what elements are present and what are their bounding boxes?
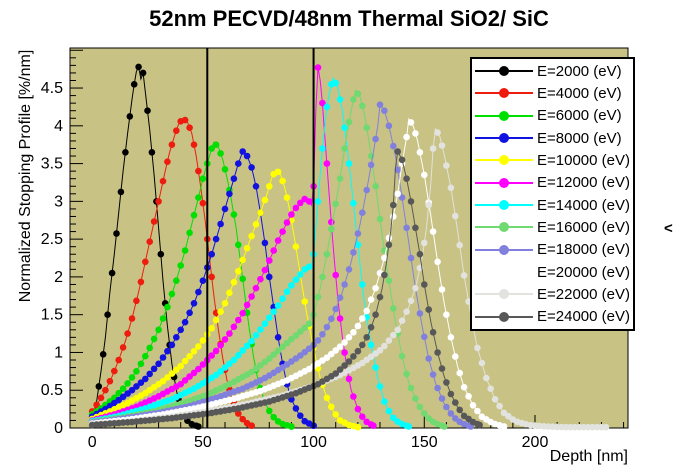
chart-title: 52nm PECVD/48nm Thermal SiO2/ SiC	[149, 6, 549, 31]
x-tick-label: 50	[194, 434, 212, 451]
y-tick-label: 0	[54, 420, 63, 437]
legend-label: E=18000 (eV)	[537, 241, 630, 259]
legend-marker-sample	[475, 110, 533, 121]
y-tick-label: 2	[54, 269, 63, 286]
legend-label: E=12000 (eV)	[537, 174, 630, 192]
legend-marker-sample	[475, 155, 533, 166]
legend-label: E=20000 (eV)	[537, 263, 630, 281]
x-tick-label: 0	[88, 434, 97, 451]
legend-row: E=8000 (eV)	[472, 128, 633, 149]
legend-label: E=4000 (eV)	[537, 84, 622, 102]
legend-row: E=12000 (eV)	[472, 172, 633, 193]
series-14000	[88, 76, 413, 430]
legend-label: E=22000 (eV)	[537, 285, 630, 303]
legend-label: E=16000 (eV)	[537, 218, 630, 236]
y-tick-label: 3.5	[41, 156, 63, 173]
y-axis-title: Normalized Stopping Profile [%/nm]	[17, 49, 34, 303]
legend-marker-icon	[499, 133, 509, 144]
legend-row: E=18000 (eV)	[472, 239, 633, 260]
legend-marker-icon	[499, 200, 509, 211]
legend-marker-icon	[499, 66, 509, 77]
legend-marker-sample	[475, 289, 533, 300]
legend-marker-sample	[475, 88, 533, 99]
legend-label: E=10000 (eV)	[537, 151, 630, 169]
legend-row: E=20000 (eV)	[472, 262, 633, 283]
series-4000	[88, 116, 255, 430]
legend-row: E=4000 (eV)	[472, 83, 633, 104]
y-tick-label: 3	[54, 193, 63, 210]
legend-marker-icon	[499, 177, 509, 188]
legend-marker-icon	[499, 267, 509, 278]
legend-marker-icon	[499, 110, 509, 121]
y-tick-label: 2.5	[41, 231, 63, 248]
series-24000	[88, 148, 483, 429]
y-tick-label: 4	[54, 118, 63, 135]
y-tick-label: 4.5	[41, 80, 63, 97]
legend-row: E=14000 (eV)	[472, 195, 633, 216]
legend-marker-icon	[499, 244, 509, 255]
series-6000	[88, 141, 295, 430]
x-tick-label: 200	[522, 434, 549, 451]
legend: E=2000 (eV) E=4000 (eV) E=6000 (eV) E=8000 …	[470, 57, 635, 331]
legend-marker-sample	[475, 244, 533, 255]
legend-marker-sample	[475, 311, 533, 322]
legend-marker-sample	[475, 267, 533, 278]
legend-marker-sample	[475, 177, 533, 188]
series-10000	[88, 168, 362, 431]
legend-marker-icon	[499, 222, 509, 233]
y-tick-label: 1	[54, 344, 63, 361]
legend-row: E=16000 (eV)	[472, 217, 633, 238]
y-tick-label: 0.5	[41, 382, 63, 399]
x-tick-label: 150	[411, 434, 438, 451]
x-tick-label: 100	[300, 434, 327, 451]
legend-label: E=2000 (eV)	[537, 62, 622, 80]
legend-row: E=24000 (eV)	[472, 306, 633, 327]
legend-label: E=6000 (eV)	[537, 107, 622, 125]
legend-row: E=22000 (eV)	[472, 284, 633, 305]
legend-marker-icon	[499, 289, 509, 300]
legend-row: E=6000 (eV)	[472, 105, 633, 126]
less-than-annotation: <	[664, 220, 673, 237]
legend-row: E=10000 (eV)	[472, 150, 633, 171]
y-tick-label: 1.5	[41, 307, 63, 324]
legend-label: E=8000 (eV)	[537, 129, 622, 147]
legend-row: E=2000 (eV)	[472, 61, 633, 82]
legend-marker-sample	[475, 222, 533, 233]
x-axis-title: Depth [nm]	[549, 448, 628, 465]
legend-label: E=24000 (eV)	[537, 308, 630, 326]
legend-label: E=14000 (eV)	[537, 196, 630, 214]
legend-marker-sample	[475, 66, 533, 77]
legend-marker-icon	[499, 88, 509, 99]
legend-marker-icon	[499, 155, 509, 166]
legend-marker-sample	[475, 133, 533, 144]
legend-marker-sample	[475, 200, 533, 211]
legend-marker-icon	[499, 311, 509, 322]
